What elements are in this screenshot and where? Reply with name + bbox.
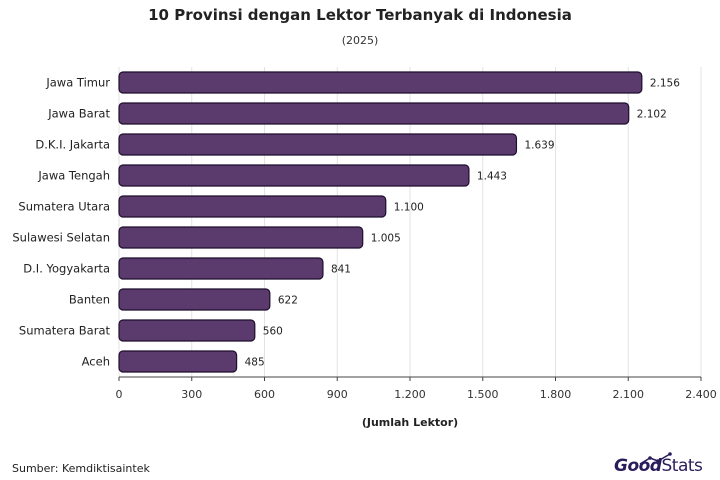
- value-label: 1.100: [394, 202, 424, 214]
- x-tick-label: 600: [254, 388, 275, 401]
- x-tick-labels: 0 300 600 900 1.200 1.500 1.800 2.100 2.400: [116, 377, 717, 401]
- logo-text-stats: Stats: [661, 456, 703, 476]
- bar: [118, 133, 518, 156]
- bar: [118, 164, 470, 187]
- bar: [118, 319, 256, 342]
- bar: [118, 71, 643, 94]
- value-label: 1.639: [524, 140, 554, 152]
- bars: [118, 71, 643, 373]
- x-tick-label: 1.500: [467, 388, 499, 401]
- bar: [118, 257, 324, 280]
- category-label: D.K.I. Jakarta: [35, 138, 110, 152]
- x-tick-label: 1.800: [540, 388, 572, 401]
- value-label: 485: [245, 357, 265, 369]
- bar: [118, 350, 238, 373]
- bar: [118, 102, 630, 125]
- x-tick-label: 300: [181, 388, 202, 401]
- value-label: 560: [263, 326, 283, 338]
- x-tick-label: 2.400: [685, 388, 717, 401]
- spark-icon: [639, 452, 672, 465]
- bar: [118, 226, 364, 249]
- value-label: 2.156: [650, 78, 680, 90]
- logo-text-good: Good: [614, 456, 662, 476]
- value-label: 622: [278, 295, 298, 307]
- value-label: 841: [331, 264, 351, 276]
- category-label: Banten: [69, 293, 110, 307]
- x-tick-label: 900: [327, 388, 348, 401]
- category-label: Sumatera Utara: [18, 200, 110, 214]
- value-label: 1.005: [371, 233, 401, 245]
- source-note: Sumber: Kemdiktisaintek: [12, 462, 150, 475]
- bar: [118, 288, 271, 311]
- category-label: D.I. Yogyakarta: [23, 262, 110, 276]
- category-label: Jawa Timur: [45, 76, 110, 90]
- category-label: Sulawesi Selatan: [12, 231, 110, 245]
- value-label: 2.102: [637, 109, 667, 121]
- category-label: Jawa Barat: [47, 107, 110, 121]
- x-tick-label: 2.100: [613, 388, 645, 401]
- x-axis-label: (Jumlah Lektor): [362, 416, 458, 429]
- x-tick-label: 0: [116, 388, 123, 401]
- x-tick-label: 1.200: [394, 388, 426, 401]
- bar: [118, 195, 387, 218]
- category-label: Sumatera Barat: [19, 324, 111, 338]
- goodstats-logo: GoodStats: [614, 452, 714, 478]
- chart-subtitle: (2025): [341, 34, 379, 47]
- category-label: Aceh: [82, 355, 110, 369]
- category-labels: Jawa Timur Jawa Barat D.K.I. Jakarta Jawa T…: [12, 76, 110, 369]
- category-label: Jawa Tengah: [37, 169, 110, 183]
- chart-title: 10 Provinsi dengan Lektor Terbanyak di I…: [148, 6, 572, 24]
- value-labels: 2.156 2.102 1.639 1.443 1.100 1.005 841 622 560 4…: [245, 78, 681, 369]
- value-label: 1.443: [477, 171, 507, 183]
